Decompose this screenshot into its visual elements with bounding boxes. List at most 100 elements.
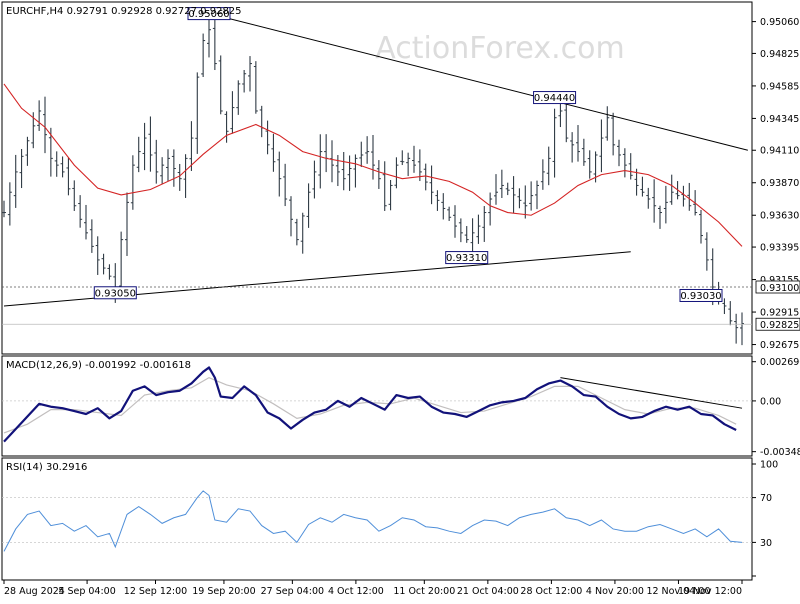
- ohlc-bar: [95, 236, 100, 275]
- ohlc-bar: [224, 111, 229, 143]
- ohlc-bar: [734, 313, 739, 344]
- x-tick-label: 4 Oct 12:00: [328, 586, 384, 597]
- ohlc-bar: [166, 149, 170, 182]
- ohlc-bar: [740, 312, 744, 346]
- ohlc-bar: [499, 169, 504, 198]
- ohlc-bar: [581, 138, 586, 166]
- ohlc-bar: [306, 183, 311, 228]
- ohlc-bar: [429, 165, 434, 205]
- ohlc-bar: [663, 185, 668, 224]
- ohlc-bar: [540, 159, 545, 190]
- ohlc-bar: [43, 96, 47, 154]
- ohlc-bar: [535, 180, 539, 210]
- ohlc-bar: [400, 150, 405, 166]
- ohlc-bar: [253, 61, 258, 114]
- annotation-box: [93, 286, 137, 300]
- ohlc-bar: [66, 158, 71, 196]
- ohlc-bar: [177, 163, 182, 191]
- ohlc-bar: [277, 151, 282, 197]
- price-annotation: 0.94440: [533, 91, 577, 105]
- rsi-header: RSI(14) 30.2916: [6, 462, 87, 473]
- ohlc-bar: [236, 80, 241, 115]
- ohlc-bar: [84, 204, 88, 240]
- y-tick-label: 0.93870: [760, 178, 799, 189]
- ohlc-bar: [728, 301, 733, 326]
- ohlc-bar: [505, 182, 510, 196]
- ohlc-bar: [347, 155, 352, 191]
- x-tick-label: 21 Oct 04:00: [457, 586, 519, 597]
- ohlc-bar: [271, 133, 276, 172]
- annotation-label: 0.93310: [446, 253, 487, 264]
- macd-y-tick-label: 0.00: [760, 396, 781, 407]
- ohlc-bar: [125, 192, 129, 256]
- macd-header: MACD(12,26,9) -0.001992 -0.001618: [6, 360, 191, 371]
- ohlc-bar: [605, 106, 610, 141]
- ohlc-bar: [488, 192, 493, 226]
- ohlc-bar: [212, 11, 217, 71]
- x-tick-label: 4 Nov 20:00: [586, 586, 644, 597]
- macd-panel: 0.002696 0.00 -0.003489: [2, 357, 800, 458]
- reference-label: 0.93100: [760, 283, 799, 294]
- x-tick-label: 11 Oct 20:00: [393, 586, 455, 597]
- ohlc-bar: [242, 69, 247, 93]
- x-tick-label: 28 Aug 2024: [4, 586, 65, 597]
- last-price-label: 0.92825: [760, 320, 799, 331]
- price-header: EURCHF,H4 0.92791 0.92928 0.92727 0.9282…: [6, 6, 242, 17]
- rsi-y-tick-label: 30: [760, 538, 772, 549]
- ohlc-bar: [523, 185, 528, 219]
- ohlc-bar: [265, 120, 270, 155]
- ohlc-bar: [7, 182, 12, 226]
- ohlc-bar: [599, 119, 604, 173]
- ohlc-bar: [458, 218, 463, 243]
- annotation-box: [679, 288, 723, 302]
- ohlc-bar: [423, 163, 428, 191]
- ohlc-bar: [142, 122, 147, 171]
- ohlc-bar: [570, 132, 575, 163]
- y-tick-label: 0.93155: [760, 275, 799, 286]
- ohlc-bar: [634, 168, 639, 196]
- ohlc-bar: [294, 218, 299, 246]
- ohlc-bar: [78, 195, 83, 228]
- reference-label-box: [755, 280, 800, 294]
- ohlc-bar: [230, 91, 235, 134]
- ohlc-bar: [517, 188, 522, 209]
- macd-panel-frame: [1, 355, 753, 457]
- ohlc-bar: [248, 56, 252, 92]
- ohlc-bar: [201, 33, 206, 78]
- ohlc-bar: [353, 154, 358, 188]
- ohlc-bar: [669, 174, 674, 205]
- ohlc-bar: [412, 145, 416, 173]
- price-annotation: 0.95060: [187, 7, 231, 20]
- price-panel-frame: [1, 1, 753, 355]
- rsi-panel-frame: [1, 457, 753, 581]
- ohlc-bar: [371, 135, 375, 180]
- last-price-box: [755, 317, 800, 331]
- ohlc-bar: [130, 155, 135, 210]
- ohlc-bar: [48, 127, 53, 177]
- y-tick-label: 0.93630: [760, 211, 799, 222]
- rsi-y-tick-label: 100: [760, 460, 778, 471]
- x-tick-label: 28 Oct 12:00: [520, 586, 582, 597]
- x-tick-label: 19 Nov 12:00: [678, 586, 742, 597]
- price-annotation: 0.93310: [445, 251, 489, 265]
- ohlc-bar: [704, 232, 709, 271]
- ohlc-bar: [101, 253, 106, 275]
- ohlc-bar: [183, 154, 188, 198]
- ohlc-bar: [576, 125, 580, 162]
- ohlc-bar: [482, 206, 487, 242]
- ohlc-bar: [60, 156, 65, 178]
- annotation-box: [445, 251, 489, 265]
- ohlc-bar: [154, 139, 159, 184]
- ohlc-bar: [207, 15, 211, 58]
- ohlc-bar: [382, 161, 387, 211]
- price-annotation: 0.93050: [93, 286, 137, 300]
- ohlc-bar: [552, 108, 557, 178]
- ohlc-bar: [376, 160, 381, 189]
- ohlc-bar: [19, 149, 24, 189]
- ohlc-bar: [652, 179, 657, 223]
- annotation-label: 0.95060: [188, 9, 229, 20]
- rsi-y-tick-label: 70: [760, 493, 772, 504]
- y-tick-label: 0.93395: [760, 243, 799, 254]
